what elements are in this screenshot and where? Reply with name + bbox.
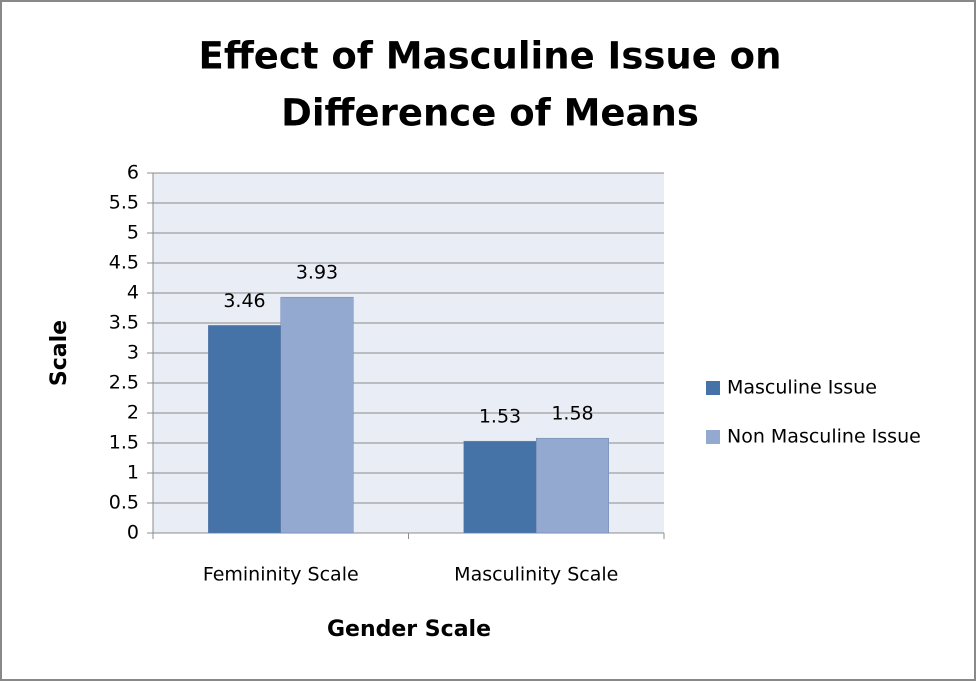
legend-label: Masculine Issue: [727, 377, 877, 399]
y-tick-label: 4.5: [109, 252, 139, 274]
bar: [208, 325, 281, 534]
y-tick-label: 5.5: [109, 192, 139, 214]
y-tick-label: 2.5: [109, 372, 139, 394]
y-tick-label: 1.5: [109, 432, 139, 454]
y-tick-label: 3.5: [109, 312, 139, 334]
y-tick-label: 3: [127, 342, 139, 364]
data-label: 3.93: [296, 262, 338, 284]
legend-swatch: [706, 430, 720, 444]
y-axis-title: Scale: [47, 320, 72, 386]
y-tick-label: 5: [127, 222, 139, 244]
bar: [280, 296, 354, 534]
bar: [463, 440, 537, 534]
y-tick-label: 1: [127, 462, 139, 484]
x-tick-label: Masculinity Scale: [454, 564, 618, 586]
chart-title: Difference of Means: [281, 92, 699, 135]
x-tick-label: Femininity Scale: [203, 564, 359, 586]
legend-swatch: [706, 381, 720, 395]
data-label: 1.58: [551, 403, 593, 425]
y-tick-label: 4: [127, 282, 139, 304]
y-tick-label: 0.5: [109, 492, 139, 514]
y-tick-label: 0: [127, 522, 139, 544]
y-tick-label: 6: [127, 162, 139, 184]
data-label: 1.53: [479, 406, 521, 428]
y-tick-label: 2: [127, 402, 139, 424]
data-label: 3.46: [223, 290, 265, 312]
x-axis-title: Gender Scale: [327, 617, 491, 642]
bar: [536, 437, 609, 534]
legend-label: Non Masculine Issue: [727, 426, 921, 448]
chart-title: Effect of Masculine Issue on: [199, 35, 782, 78]
